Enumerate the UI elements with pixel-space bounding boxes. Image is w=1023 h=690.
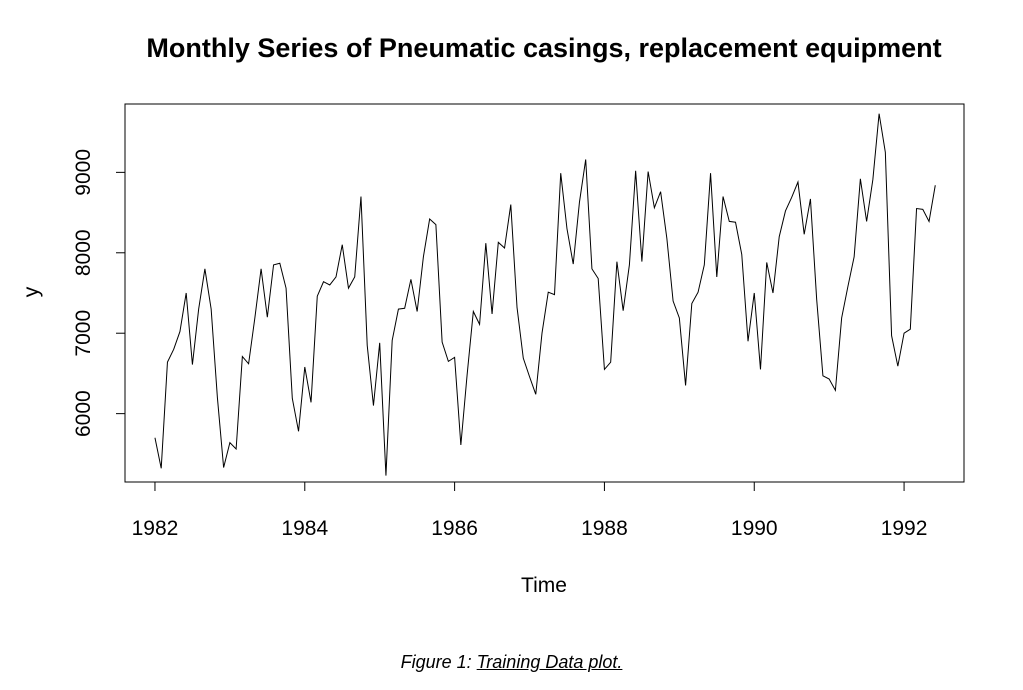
x-tick-label: 1986 [431,517,478,540]
figure-caption: Figure 1: Training Data plot. [0,652,1023,673]
caption-prefix: Figure 1: [400,652,477,672]
y-tick-label: 8000 [72,229,95,276]
chart-title: Monthly Series of Pneumatic casings, rep… [146,33,941,63]
x-axis: 1982 1984 1986 1988 1990 1992 [132,481,928,540]
series-line [154,113,936,476]
plot-frame [124,103,965,483]
x-tick-label: 1982 [132,517,179,540]
x-axis-label: Time [521,574,567,597]
x-tick-label: 1984 [281,517,328,540]
y-tick-label: 7000 [72,310,95,357]
caption-text: Training Data plot. [476,652,623,672]
x-tick-label: 1992 [881,517,928,540]
x-tick-label: 1988 [581,517,628,540]
y-axis-label: y [20,286,43,297]
y-tick-label: 6000 [72,390,95,437]
x-tick-label: 1990 [731,517,778,540]
y-tick-label: 9000 [72,149,95,196]
y-axis: 6000 7000 8000 9000 [72,149,126,437]
